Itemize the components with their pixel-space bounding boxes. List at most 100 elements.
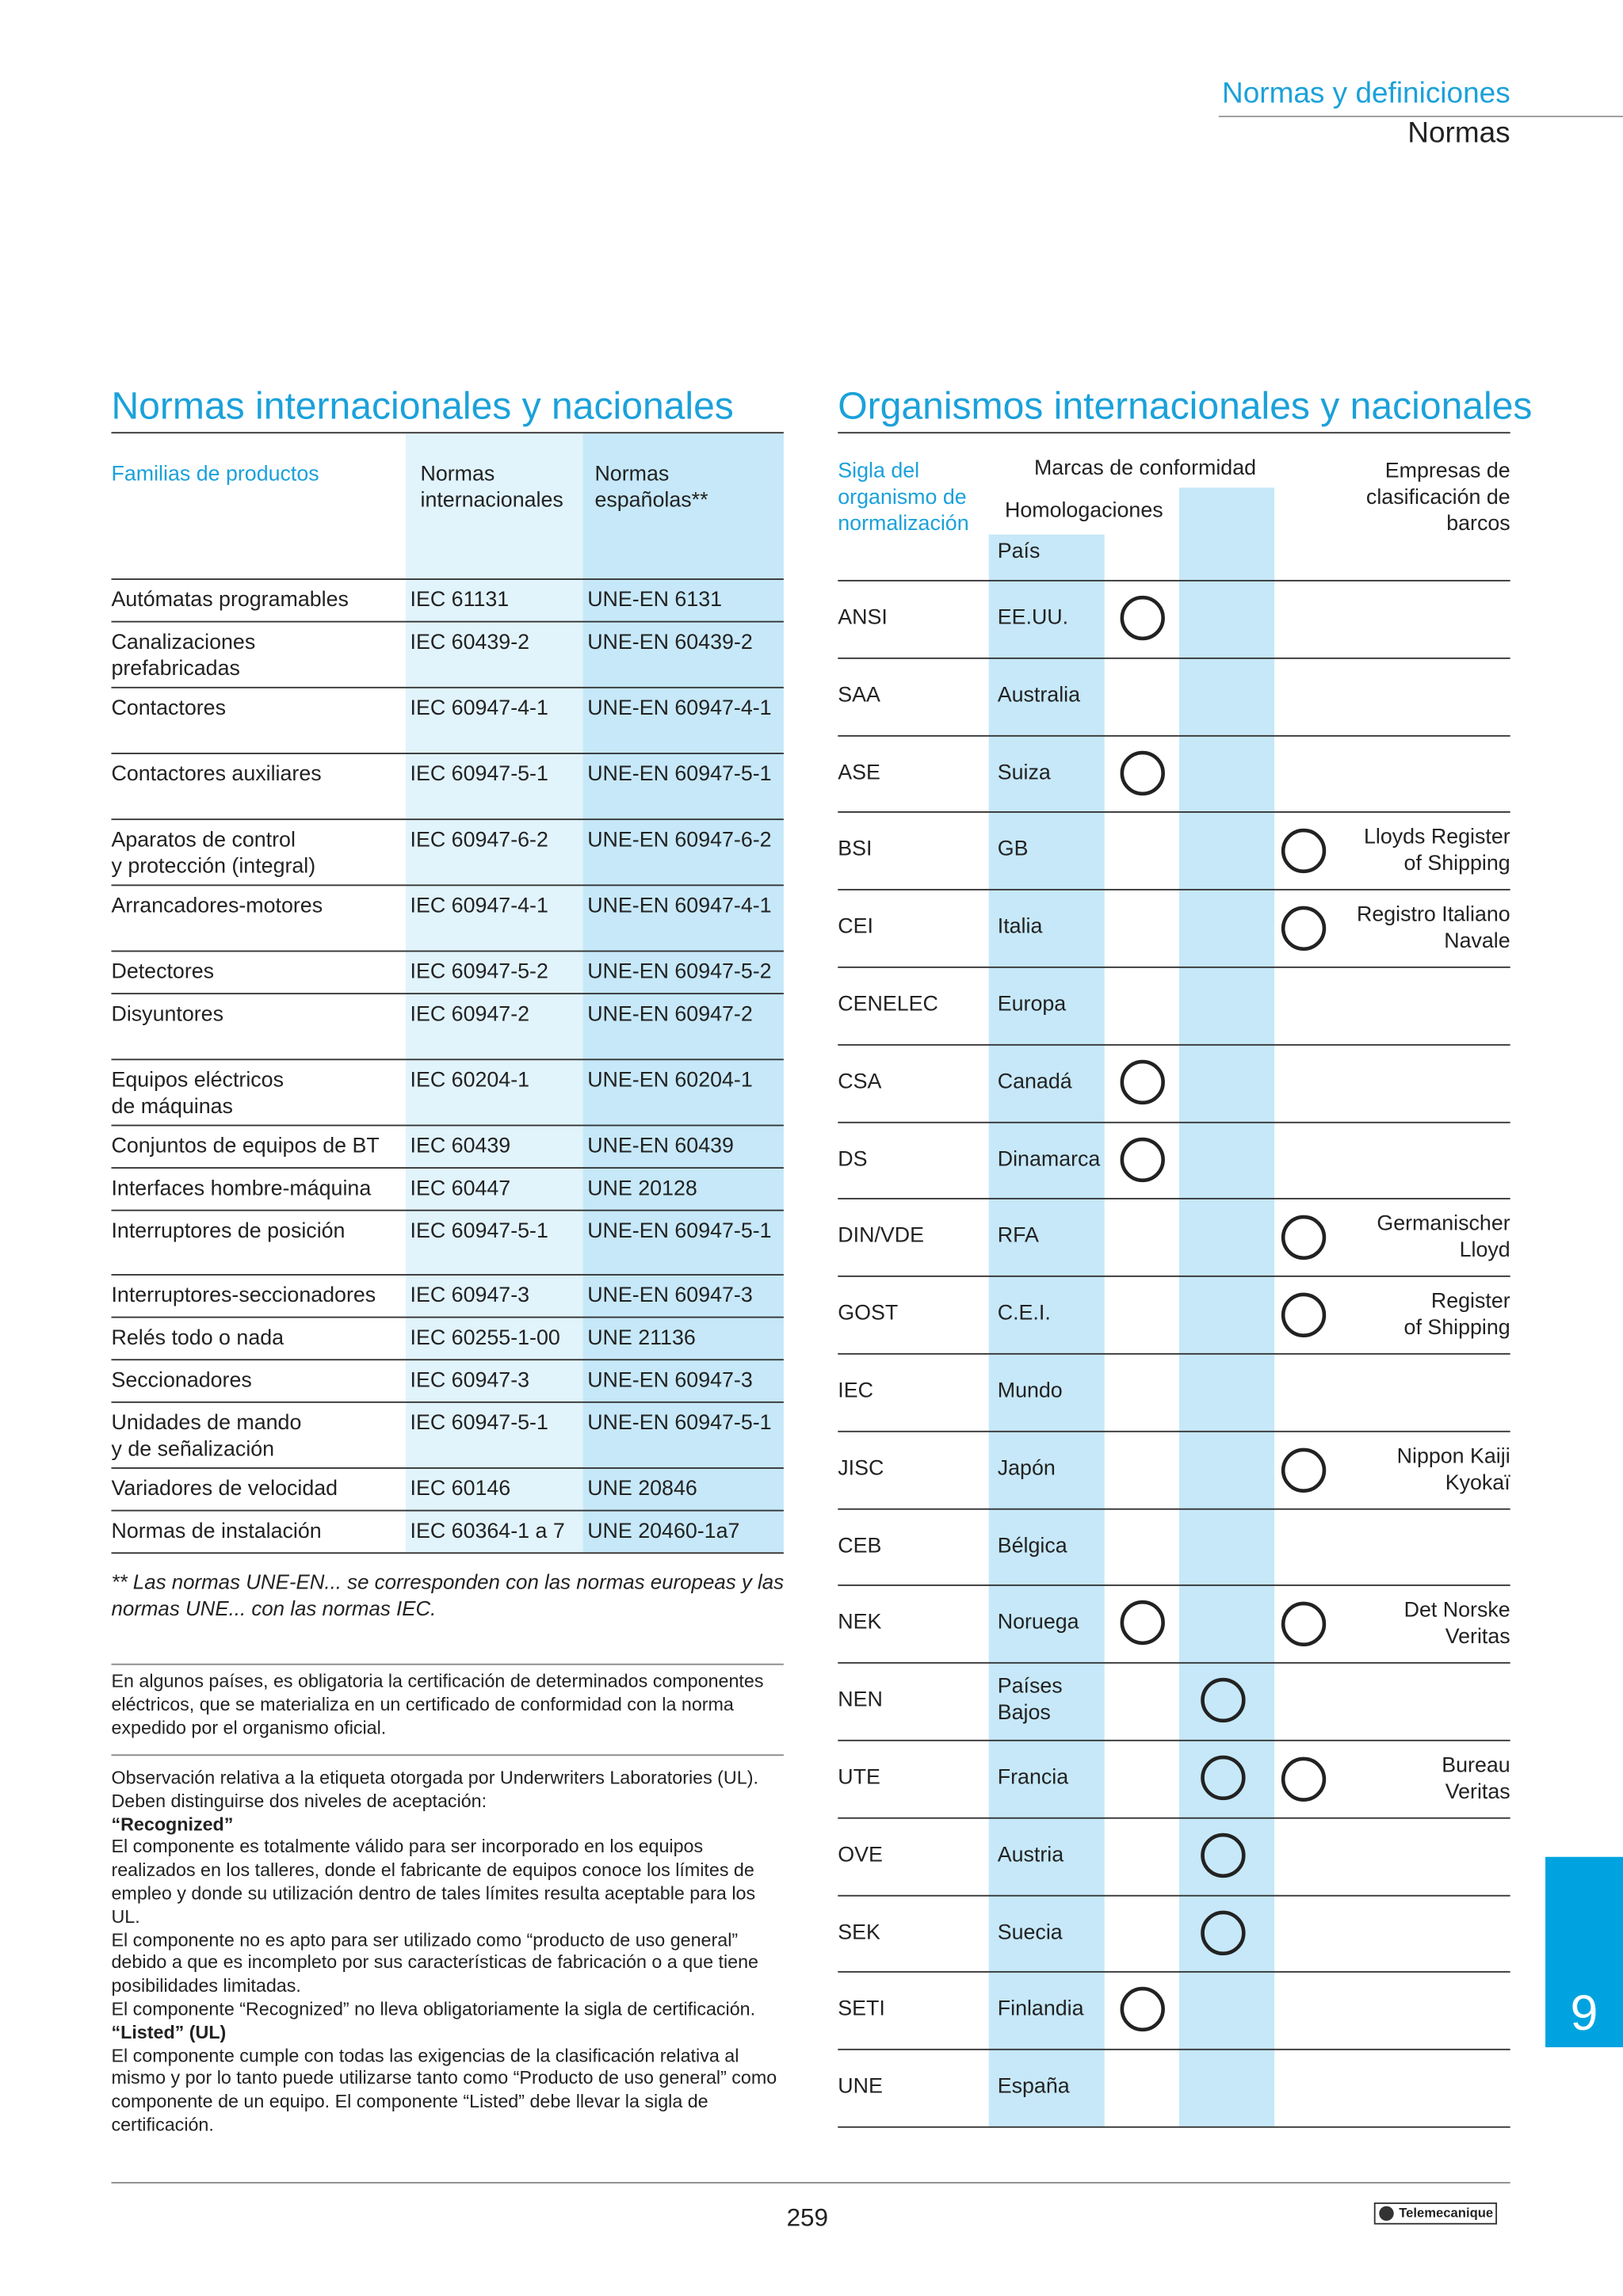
line: Interruptores-seccionadores: [111, 1284, 376, 1308]
product-family: Unidades de mando y de señalización: [111, 1410, 301, 1463]
line: Bureau: [1442, 1754, 1510, 1778]
international-standard: IEC 60947-3: [410, 1284, 530, 1308]
row-rule: [111, 1467, 784, 1469]
line: Canadá: [997, 1070, 1072, 1094]
country: Francia: [998, 1764, 1068, 1791]
line: Australia: [997, 683, 1081, 707]
row-rule: [111, 1359, 784, 1361]
country: C.E.I.: [998, 1301, 1051, 1327]
product-family: Equipos eléctricos de máquinas: [111, 1067, 284, 1120]
line: Lloyds Register: [1363, 826, 1510, 850]
acronym: NEN: [838, 1688, 883, 1713]
row-rule: [111, 950, 784, 952]
line: of Shipping: [1403, 1317, 1510, 1341]
line: Contactores auxiliares: [111, 763, 322, 787]
spanish-standard: UNE-EN 60947-2: [587, 1003, 753, 1027]
country: Países Bajos: [998, 1674, 1063, 1727]
international-standard: IEC 60947-4-1: [410, 894, 548, 918]
acronym: SAA: [838, 683, 880, 707]
rule: [111, 1754, 784, 1756]
ship-logo: [1281, 829, 1327, 874]
line: Bélgica: [997, 1534, 1067, 1558]
row-rule: [838, 2049, 1510, 2051]
row-rule: [111, 620, 784, 623]
international-standard: IEC 60146: [410, 1478, 511, 1501]
spanish-standard: UNE-EN 60947-6-2: [587, 829, 772, 852]
spanish-standard: UNE-EN 6131: [587, 589, 723, 612]
country: Bélgica: [998, 1533, 1067, 1559]
spanish-standard: UNE-EN 60947-5-1: [587, 1411, 772, 1436]
col-country: País: [997, 540, 1041, 564]
line: prefabricadas: [111, 657, 240, 681]
spanish-standard: UNE-EN 60947-4-1: [587, 894, 772, 918]
line: Sigla del: [838, 460, 920, 483]
product-family: Disyuntores: [111, 1001, 223, 1028]
table-end-rule: [111, 1552, 784, 1554]
line: Normas: [594, 463, 670, 486]
acronym: GOST: [838, 1302, 899, 1326]
note-paragraph: El componente no es apto para ser utiliz…: [111, 1929, 758, 1997]
line: Normas de instalación: [111, 1520, 322, 1544]
line: Austria: [997, 1843, 1064, 1867]
row-rule: [111, 1124, 784, 1127]
ship-logo: [1281, 1756, 1327, 1802]
international-standard: IEC 60439: [410, 1135, 511, 1159]
note: En algunos países, es obligatoria la cer…: [111, 1671, 764, 1738]
row-rule: [838, 1971, 1510, 1974]
section-title: Normas y definiciones: [1222, 77, 1510, 110]
line: Lloyd: [1459, 1239, 1510, 1264]
product-family: Variadores de velocidad: [111, 1476, 338, 1502]
note-paragraph: El componente cumple con todas las exige…: [111, 2045, 777, 2135]
acronym: IEC: [838, 1379, 873, 1403]
ul-note: Observación relativa a la etiqueta otorg…: [111, 1768, 788, 2138]
footer-rule: [111, 2182, 1510, 2183]
line: Interruptores de posición: [111, 1219, 346, 1244]
row-rule: [838, 1352, 1510, 1355]
brand-name: Telemecanique: [1399, 2205, 1494, 2221]
product-family: Seccionadores: [111, 1367, 251, 1394]
line: Europa: [997, 993, 1067, 1016]
spanish-standard: UNE 20460-1a7: [587, 1520, 740, 1544]
line: Empresas de: [1384, 460, 1510, 483]
ship-company: Bureau Veritas: [1442, 1753, 1510, 1806]
product-family: Autómatas programables: [111, 587, 348, 613]
country: España: [998, 2074, 1070, 2100]
product-family: Contactores: [111, 696, 226, 722]
acronym: DS: [838, 1147, 868, 1171]
spanish-standard: UNE-EN 60947-5-2: [587, 960, 772, 985]
international-standard: IEC 60447: [410, 1177, 511, 1201]
acronym: NEK: [838, 1611, 882, 1635]
row-rule: [838, 734, 1510, 736]
col-international: Normas internacionales: [420, 461, 563, 514]
row-rule: [111, 1401, 784, 1403]
approval-mark: [1201, 1909, 1246, 1955]
product-family: Normas de instalación: [111, 1519, 321, 1545]
line: Relés todo o nada: [111, 1326, 285, 1351]
country: Dinamarca: [998, 1146, 1101, 1173]
col-spanish: Normas españolas**: [594, 461, 708, 514]
line: Bajos: [997, 1702, 1051, 1726]
rule: [111, 1663, 784, 1665]
product-family: Contactores auxiliares: [111, 761, 321, 788]
line: Nippon Kaiji: [1396, 1444, 1510, 1469]
brand-logo: [1379, 2206, 1394, 2222]
line: Contactores: [111, 696, 226, 721]
ship-logo: [1281, 1447, 1327, 1493]
line: Suecia: [997, 1920, 1063, 1944]
line: Arrancadores-motores: [111, 894, 323, 918]
row-rule: [111, 1316, 784, 1318]
line: clasificación de: [1365, 486, 1510, 510]
line: Register: [1430, 1290, 1510, 1314]
product-family: Aparatos de control y protección (integra…: [111, 827, 315, 880]
chapter-number: 9: [1570, 1985, 1598, 2042]
line: España: [997, 2075, 1070, 2100]
header-rule: [1218, 116, 1623, 117]
conformity-mark: [1120, 1136, 1165, 1182]
line: Conjuntos de equipos de BT: [111, 1135, 380, 1159]
line: Autómatas programables: [111, 589, 349, 612]
row-rule: [111, 884, 784, 887]
conformity-mark: [1120, 1600, 1165, 1646]
international-standard: IEC 60947-5-1: [410, 1411, 548, 1436]
product-family: Conjuntos de equipos de BT: [111, 1134, 379, 1160]
approval-mark: [1201, 1678, 1246, 1723]
